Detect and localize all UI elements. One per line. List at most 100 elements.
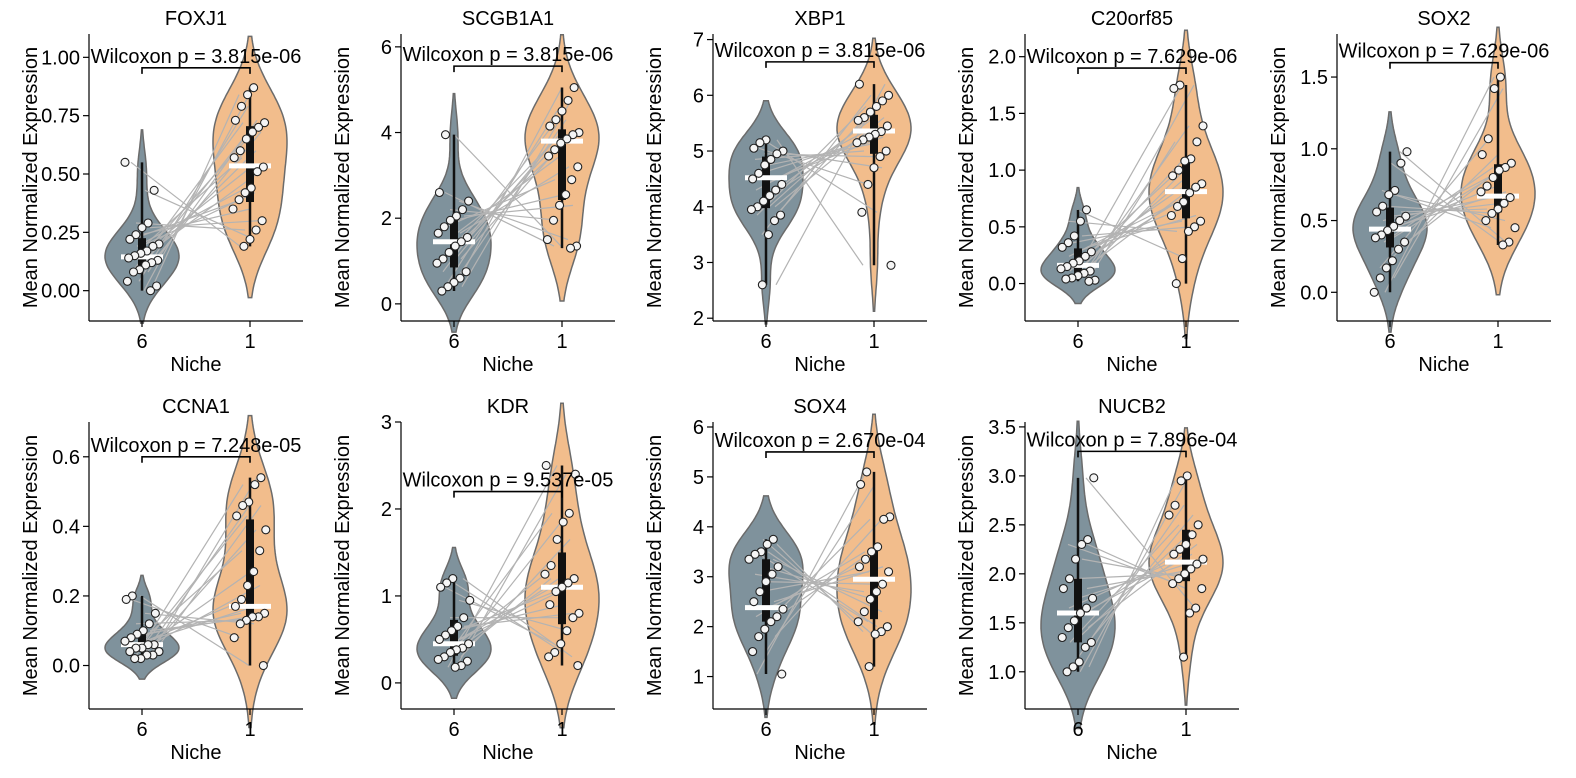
data-point — [464, 639, 474, 649]
data-point — [1482, 181, 1492, 191]
x-axis-label: Niche — [1418, 354, 1469, 376]
y-axis-label: Mean Normalized Expression — [1268, 47, 1290, 308]
data-point — [1080, 642, 1090, 652]
wilcoxon-annotation: Wilcoxon p = 2.670e-04 — [715, 430, 926, 452]
data-point — [125, 234, 135, 244]
panel-title: KDR — [487, 396, 529, 418]
data-point — [569, 573, 579, 584]
data-point — [1483, 134, 1493, 144]
pair-line — [767, 551, 878, 628]
wilcoxon-annotation: Wilcoxon p = 7.629e-06 — [1027, 46, 1238, 68]
y-tick-label: 0.0 — [1300, 282, 1328, 304]
data-point — [1191, 182, 1201, 192]
data-point — [865, 107, 875, 117]
y-tick-label: 1 — [693, 667, 704, 689]
data-point — [881, 146, 891, 156]
data-point — [749, 597, 759, 607]
data-point — [852, 138, 862, 148]
y-tick-label: 1.00 — [41, 47, 80, 69]
data-point — [1396, 158, 1406, 168]
significance-bracket — [1077, 67, 1187, 75]
data-point — [541, 460, 551, 471]
data-point — [1175, 544, 1185, 554]
data-point — [760, 624, 770, 634]
data-point — [573, 162, 583, 172]
data-point — [879, 514, 889, 524]
data-point — [768, 534, 778, 544]
data-point — [120, 636, 130, 646]
data-point — [1402, 147, 1412, 157]
data-point — [1192, 559, 1202, 569]
significance-bracket — [765, 61, 875, 68]
iqr-box — [1494, 164, 1502, 213]
data-point — [124, 253, 134, 263]
pair-line — [459, 166, 570, 234]
data-point — [884, 90, 894, 100]
y-tick-label: 3.5 — [988, 417, 1016, 439]
iqr-box — [246, 519, 254, 617]
panel-title: NUCB2 — [1098, 396, 1166, 418]
y-tick-label: 6 — [693, 85, 704, 107]
data-point — [864, 662, 874, 672]
data-point — [1061, 274, 1071, 284]
data-point — [561, 190, 571, 200]
data-point — [877, 96, 888, 106]
pair-line — [773, 566, 884, 603]
data-point — [1183, 226, 1193, 236]
pair-line — [1088, 480, 1176, 668]
data-point — [1174, 574, 1184, 584]
wilcoxon-annotation: Wilcoxon p = 3.815e-06 — [403, 44, 614, 66]
data-point — [574, 608, 584, 618]
data-point — [1174, 165, 1184, 175]
data-point — [249, 83, 259, 93]
iqr-box — [138, 631, 146, 652]
pair-line — [458, 200, 569, 241]
data-point — [238, 500, 248, 511]
data-point — [754, 632, 764, 642]
data-point — [443, 282, 453, 292]
data-point — [772, 612, 782, 622]
pair-line — [452, 87, 563, 292]
data-point — [255, 546, 265, 556]
data-point — [1171, 279, 1181, 289]
data-point — [859, 607, 869, 617]
data-point — [442, 578, 452, 588]
data-point — [141, 260, 151, 270]
data-point — [1369, 287, 1379, 297]
data-point — [1057, 242, 1067, 252]
data-point — [1393, 244, 1404, 254]
x-axis-label: Niche — [170, 742, 221, 764]
data-point — [245, 234, 255, 244]
x-tick-label: 6 — [760, 331, 771, 353]
data-point — [877, 579, 888, 589]
y-axis-label: Mean Normalized Expression — [20, 435, 42, 696]
data-point — [432, 258, 442, 268]
data-point — [122, 276, 132, 286]
pair-line — [1390, 162, 1501, 243]
y-axis-label: Mean Normalized Expression — [956, 47, 978, 308]
iqr-box — [558, 129, 566, 200]
y-tick-label: 3.0 — [988, 466, 1016, 488]
data-point — [1375, 273, 1385, 283]
panel-title: SOX4 — [793, 396, 846, 418]
y-tick-label: 2.0 — [988, 47, 1016, 69]
data-point — [567, 175, 577, 185]
pair-line — [1088, 141, 1176, 279]
data-point — [228, 204, 238, 214]
y-axis-label: Mean Normalized Expression — [956, 435, 978, 696]
data-point — [149, 185, 159, 195]
data-point — [137, 223, 147, 233]
data-point — [1495, 72, 1505, 82]
data-point — [465, 595, 475, 605]
x-tick-label: 1 — [556, 719, 567, 741]
data-point — [1192, 137, 1202, 147]
pair-line — [1384, 76, 1495, 293]
pair-line — [1087, 183, 1198, 268]
data-point — [258, 660, 268, 671]
y-tick-label: 3 — [693, 567, 704, 589]
y-tick-label: 1.0 — [988, 160, 1016, 182]
data-point — [1372, 207, 1382, 217]
data-point — [144, 619, 154, 629]
y-tick-label: 2 — [693, 308, 704, 330]
panel-title: CCNA1 — [162, 396, 230, 418]
